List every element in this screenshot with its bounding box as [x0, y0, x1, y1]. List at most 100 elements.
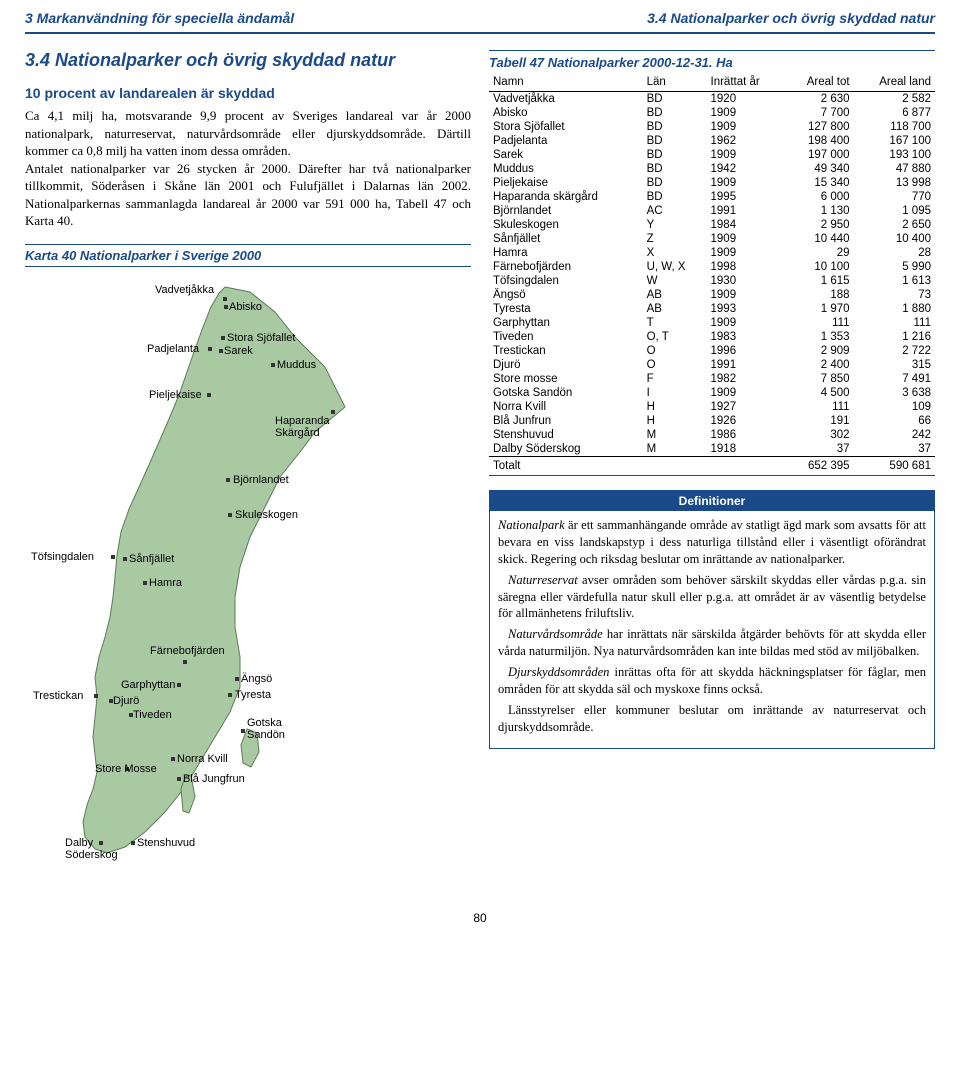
cell-lan: BD [643, 92, 707, 107]
cell-ar: 1930 [707, 274, 785, 288]
table-row: HamraX19092928 [489, 246, 935, 260]
left-column: 3.4 Nationalparker och övrig skyddad nat… [25, 50, 471, 897]
definitions-title: Definitioner [490, 491, 934, 511]
map-label: Blå Jungfrun [183, 773, 245, 785]
table-row: VadvetjåkkaBD19202 6302 582 [489, 92, 935, 107]
table-row: SarekBD1909197 000193 100 [489, 148, 935, 162]
table-row: SånfjälletZ190910 44010 400 [489, 232, 935, 246]
cell-ar: 1996 [707, 344, 785, 358]
cell-land: 66 [854, 414, 935, 428]
cell-namn: Dalby Söderskog [489, 442, 643, 457]
definition-paragraph: Djurskyddsområden inrättas ofta för att … [498, 664, 926, 698]
cell-namn: Sånfjället [489, 232, 643, 246]
cell-tot: 127 800 [784, 120, 853, 134]
map-label: Vadvetjåkka [155, 284, 214, 296]
cell-lan: W [643, 274, 707, 288]
cell-namn: Björnlandet [489, 204, 643, 218]
cell-tot: 1 970 [784, 302, 853, 316]
cell-tot: 111 [784, 316, 853, 330]
cell-tot: 191 [784, 414, 853, 428]
cell-ar: 1991 [707, 358, 785, 372]
cell-ar: 1918 [707, 442, 785, 457]
cell-lan: BD [643, 106, 707, 120]
cell-lan: BD [643, 134, 707, 148]
map-dot [177, 683, 181, 687]
cell-namn: Blå Junfrun [489, 414, 643, 428]
table-row: ÄngsöAB190918873 [489, 288, 935, 302]
cell-namn: Store mosse [489, 372, 643, 386]
map-label: GotskaSandön [247, 717, 285, 741]
cell-land: 37 [854, 442, 935, 457]
table-row: Blå JunfrunH192619166 [489, 414, 935, 428]
cell-lan: BD [643, 162, 707, 176]
cell-ar: 1942 [707, 162, 785, 176]
cell-land: 1 216 [854, 330, 935, 344]
cell-lan: U, W, X [643, 260, 707, 274]
cell-tot: 2 630 [784, 92, 853, 107]
cell-tot: 2 400 [784, 358, 853, 372]
cell-namn: Muddus [489, 162, 643, 176]
cell-land: 1 880 [854, 302, 935, 316]
cell-land: 242 [854, 428, 935, 442]
page-number: 80 [25, 911, 935, 925]
map-dot [219, 349, 223, 353]
table-row: PadjelantaBD1962198 400167 100 [489, 134, 935, 148]
cell-lan: O, T [643, 330, 707, 344]
cell-tot: 1 353 [784, 330, 853, 344]
map-label: Töfsingdalen [31, 551, 94, 563]
col-ar: Inrättat år [707, 74, 785, 92]
cell-namn: Vadvetjåkka [489, 92, 643, 107]
map-dot [271, 363, 275, 367]
parks-table: Namn Län Inrättat år Areal tot Areal lan… [489, 74, 935, 476]
cell-ar: 1927 [707, 400, 785, 414]
col-land: Areal land [854, 74, 935, 92]
cell-tot: 302 [784, 428, 853, 442]
cell-namn: Färnebofjärden [489, 260, 643, 274]
section-body: Ca 4,1 milj ha, motsvarande 9,9 procent … [25, 107, 471, 230]
cell-land: 590 681 [854, 457, 935, 476]
cell-ar: 1909 [707, 246, 785, 260]
map-label: DalbySöderskog [65, 837, 118, 861]
cell-lan: I [643, 386, 707, 400]
map-dot [235, 677, 239, 681]
cell-namn: Abisko [489, 106, 643, 120]
cell-land: 6 877 [854, 106, 935, 120]
cell-lan: H [643, 400, 707, 414]
sweden-map: VadvetjåkkaAbiskoStora SjöfalletPadjelan… [25, 277, 471, 897]
cell-namn: Skuleskogen [489, 218, 643, 232]
table-row: BjörnlandetAC19911 1301 095 [489, 204, 935, 218]
cell-namn: Norra Kvill [489, 400, 643, 414]
table-row: Stora SjöfalletBD1909127 800118 700 [489, 120, 935, 134]
cell-lan: O [643, 344, 707, 358]
cell-ar: 1909 [707, 120, 785, 134]
cell-namn: Totalt [489, 457, 643, 476]
main-columns: 3.4 Nationalparker och övrig skyddad nat… [25, 50, 935, 897]
definition-paragraph: Nationalpark är ett sammanhängande områd… [498, 517, 926, 568]
running-header: 3 Markanvändning för speciella ändamål 3… [25, 10, 935, 32]
map-label: Stenshuvud [137, 837, 195, 849]
cell-lan: M [643, 428, 707, 442]
cell-land: 28 [854, 246, 935, 260]
map-dot [228, 513, 232, 517]
cell-namn: Hamra [489, 246, 643, 260]
table-row: StenshuvudM1986302242 [489, 428, 935, 442]
cell-tot: 29 [784, 246, 853, 260]
table-row: TrestickanO19962 9092 722 [489, 344, 935, 358]
cell-land: 315 [854, 358, 935, 372]
table-row: GarphyttanT1909111111 [489, 316, 935, 330]
map-label: Björnlandet [233, 474, 289, 486]
header-rule [25, 32, 935, 34]
cell-land: 167 100 [854, 134, 935, 148]
map-label: Trestickan [33, 690, 83, 702]
map-label: Muddus [277, 359, 316, 371]
map-dot [224, 305, 228, 309]
cell-ar: 1909 [707, 106, 785, 120]
cell-namn: Tiveden [489, 330, 643, 344]
map-dot [183, 660, 187, 664]
cell-land: 7 491 [854, 372, 935, 386]
cell-ar: 1993 [707, 302, 785, 316]
definition-paragraph: Naturreservat avser områden som behöver … [498, 572, 926, 623]
cell-tot: 49 340 [784, 162, 853, 176]
map-dot [177, 777, 181, 781]
header-right: 3.4 Nationalparker och övrig skyddad nat… [480, 10, 935, 26]
